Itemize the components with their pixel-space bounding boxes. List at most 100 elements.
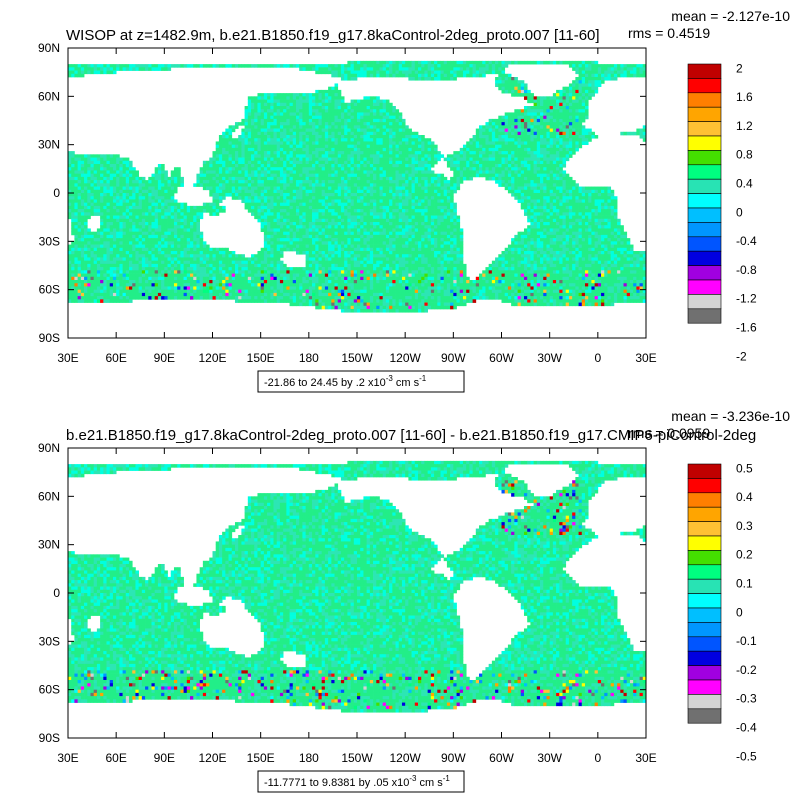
ocean-cell [71,67,75,71]
ocean-cell [459,164,464,168]
ocean-cell [488,70,493,75]
ocean-cell [581,102,586,107]
ocean-cell [241,173,245,178]
ocean-cell [273,205,278,210]
ocean-cell [286,164,290,168]
ocean-cell [485,138,489,142]
ocean-cell [112,173,117,178]
ocean-cell [591,67,595,71]
ocean-cell [305,118,310,123]
ocean-cell [328,93,332,97]
ocean-cell [495,131,499,136]
ocean-cell [254,151,258,155]
ocean-cell [357,160,361,165]
ocean-cell [575,80,579,84]
ocean-cell [405,151,409,155]
ocean-cell [112,215,117,220]
ocean-cell [401,176,406,181]
ocean-cell [610,199,615,204]
ocean-cell [202,164,207,168]
ocean-cell [565,173,570,178]
ocean-cell [199,173,204,178]
ocean-cell [562,96,567,100]
ocean-cell [321,154,326,158]
ocean-cell [459,173,464,178]
ocean-cell [523,154,528,158]
ocean-cell [247,64,252,68]
ocean-cell [254,215,258,220]
ocean-cell [302,154,306,158]
ocean-cell [382,160,387,165]
ocean-cell [392,118,396,123]
ocean-cell [231,125,236,129]
ocean-cell [257,196,262,200]
ocean-cell [350,215,355,220]
ocean-cell [360,202,364,207]
ocean-cell [597,209,602,213]
ocean-cell [462,70,467,75]
ocean-cell [289,96,294,100]
ocean-cell [312,189,316,194]
ocean-cell [543,60,547,65]
ocean-cell [453,64,457,68]
ocean-cell [353,189,358,194]
ocean-cell [584,109,589,113]
ocean-cell [337,180,342,184]
ocean-cell [504,86,509,91]
ocean-cell [491,135,496,139]
ocean-cell [556,141,560,146]
ocean-cell [568,131,573,136]
ocean-cell [164,202,168,207]
ocean-cell [324,173,329,178]
ocean-cell [530,93,534,97]
ocean-cell [504,154,509,158]
ocean-cell [475,151,480,155]
ocean-cell [543,96,547,100]
ocean-cell [549,170,554,175]
ocean-cell [87,164,91,168]
ocean-cell [129,180,133,184]
ocean-cell [556,125,560,129]
ocean-cell [109,64,114,68]
ocean-cell [328,128,332,133]
ocean-cell [241,193,245,197]
ocean-cell [568,209,573,213]
ocean-cell [308,164,313,168]
ocean-cell [459,64,464,68]
ocean-cell [337,89,342,94]
ocean-cell [312,138,316,142]
ocean-cell [347,202,351,207]
ocean-cell [604,67,608,71]
ocean-cell [392,115,396,120]
ocean-cell [260,176,265,181]
ocean-cell [488,157,493,162]
ocean-cell [556,196,560,200]
ocean-cell [312,170,316,175]
ocean-cell [543,131,547,136]
ocean-cell [411,138,416,142]
ocean-cell [597,196,602,200]
ocean-cell [414,141,419,146]
ocean-cell [565,135,570,139]
ocean-cell [340,135,345,139]
ocean-cell [385,193,390,197]
ocean-cell [215,147,220,152]
ocean-cell [517,160,522,165]
ocean-cell [302,186,306,191]
ocean-cell [479,125,483,129]
ocean-cell [578,102,583,107]
ocean-cell [517,147,522,152]
ocean-cell [328,86,332,91]
ocean-cell [247,118,252,123]
ocean-cell [475,173,480,178]
ocean-cell [527,89,531,94]
ocean-cell [257,176,262,181]
ocean-cell [177,167,181,171]
ocean-cell [491,122,496,126]
ocean-cell [395,67,400,71]
ocean-cell [520,115,525,120]
ocean-cell [260,118,265,123]
ocean-cell [286,106,290,110]
ocean-cell [295,118,300,123]
ocean-cell [222,135,226,139]
